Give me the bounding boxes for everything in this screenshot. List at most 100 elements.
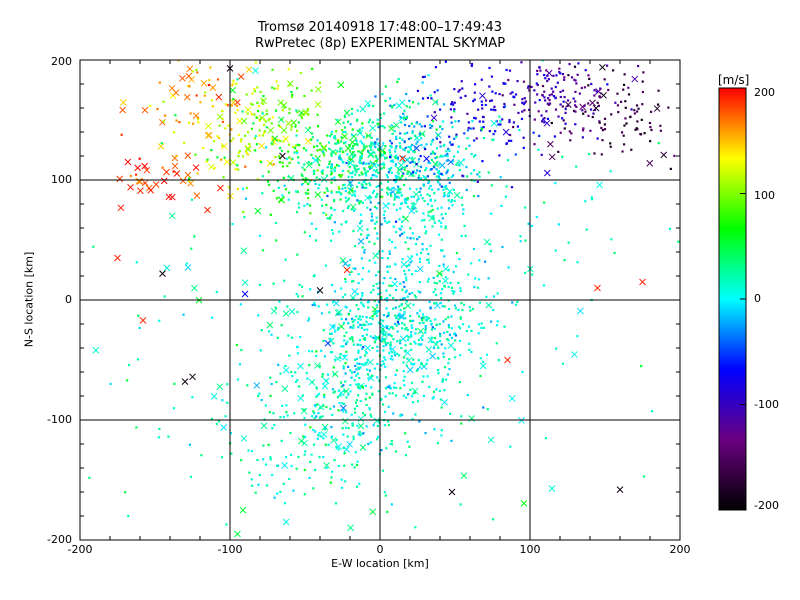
- scatter-point: [174, 114, 177, 117]
- scatter-point-x: [405, 357, 413, 364]
- scatter-point-x: [152, 181, 160, 188]
- scatter-point: [188, 443, 192, 446]
- scatter-point-x: [324, 339, 332, 347]
- scatter-point: [487, 171, 490, 174]
- scatter-point: [358, 222, 362, 225]
- scatter-point: [427, 258, 430, 261]
- scatter-point: [440, 406, 443, 409]
- scatter-point: [418, 309, 422, 312]
- scatter-point: [392, 203, 395, 206]
- scatter-point: [356, 404, 359, 408]
- scatter-point-x: [282, 310, 290, 317]
- scatter-point: [191, 396, 194, 399]
- scatter-point: [432, 390, 436, 393]
- scatter-point: [429, 143, 433, 146]
- scatter-point: [135, 173, 138, 176]
- scatter-point: [352, 229, 355, 233]
- scatter-point: [318, 163, 321, 166]
- scatter-point: [357, 343, 360, 346]
- scatter-point: [559, 103, 562, 106]
- scatter-point: [351, 134, 354, 137]
- scatter-point: [292, 145, 295, 149]
- scatter-point: [257, 394, 260, 398]
- scatter-point: [474, 117, 477, 120]
- scatter-point: [333, 176, 336, 179]
- scatter-point: [290, 125, 293, 128]
- scatter-point: [420, 137, 423, 140]
- scatter-point: [276, 492, 279, 495]
- scatter-point: [507, 266, 510, 269]
- scatter-point: [488, 66, 491, 70]
- scatter-point: [472, 155, 476, 158]
- scatter-point: [365, 425, 368, 428]
- scatter-point: [440, 296, 443, 300]
- scatter-point-x: [304, 126, 312, 134]
- scatter-point: [317, 434, 320, 437]
- scatter-point: [448, 333, 452, 336]
- scatter-point: [492, 308, 495, 312]
- scatter-point: [377, 171, 380, 175]
- scatter-point: [346, 206, 350, 210]
- scatter-point: [657, 141, 660, 145]
- scatter-point: [314, 182, 317, 186]
- scatter-point: [314, 468, 317, 472]
- scatter-point: [324, 443, 327, 446]
- scatter-point: [345, 350, 348, 353]
- scatter-point: [417, 338, 421, 342]
- scatter-point: [351, 172, 354, 175]
- scatter-point: [395, 195, 399, 198]
- scatter-point: [418, 420, 421, 423]
- scatter-point: [290, 453, 293, 456]
- scatter-point: [343, 464, 346, 467]
- scatter-point: [311, 67, 314, 70]
- scatter-point: [329, 481, 332, 484]
- scatter-point: [521, 101, 524, 104]
- scatter-point: [310, 453, 313, 456]
- scatter-point: [533, 89, 536, 92]
- scatter-point: [351, 153, 354, 156]
- scatter-point-x: [179, 74, 186, 82]
- scatter-point: [326, 134, 329, 137]
- scatter-point: [287, 191, 291, 194]
- scatter-point-x: [483, 238, 491, 246]
- scatter-point: [425, 230, 428, 233]
- scatter-point: [461, 174, 464, 177]
- scatter-point: [406, 198, 409, 201]
- scatter-point: [348, 181, 351, 184]
- scatter-point-x: [233, 99, 241, 106]
- scatter-point: [375, 314, 379, 318]
- scatter-point: [301, 174, 304, 178]
- scatter-point: [385, 326, 389, 329]
- scatter-point: [363, 414, 367, 417]
- scatter-point: [466, 137, 469, 140]
- scatter-point: [392, 327, 395, 330]
- scatter-point: [230, 452, 233, 455]
- scatter-point: [254, 149, 257, 152]
- scatter-point: [397, 172, 400, 175]
- scatter-point: [210, 148, 213, 152]
- scatter-point-x: [453, 191, 461, 199]
- scatter-point-x: [216, 113, 224, 121]
- scatter-point: [537, 148, 540, 151]
- scatter-point: [335, 438, 338, 442]
- scatter-point: [557, 115, 560, 118]
- scatter-point: [607, 88, 610, 92]
- scatter-point-x: [281, 385, 289, 393]
- scatter-point: [338, 401, 341, 405]
- scatter-point: [435, 137, 439, 140]
- scatter-point: [331, 388, 335, 391]
- scatter-point: [388, 284, 391, 287]
- scatter-point-x: [364, 99, 372, 107]
- scatter-point: [424, 169, 427, 172]
- scatter-point: [388, 167, 391, 171]
- scatter-point: [323, 428, 327, 431]
- scatter-point: [633, 112, 636, 115]
- scatter-point: [401, 288, 404, 291]
- scatter-point: [439, 221, 443, 224]
- scatter-point: [589, 108, 593, 111]
- scatter-point: [395, 135, 398, 138]
- scatter-point: [416, 169, 419, 172]
- scatter-point: [416, 312, 419, 315]
- scatter-point: [340, 158, 343, 162]
- scatter-point: [402, 281, 405, 284]
